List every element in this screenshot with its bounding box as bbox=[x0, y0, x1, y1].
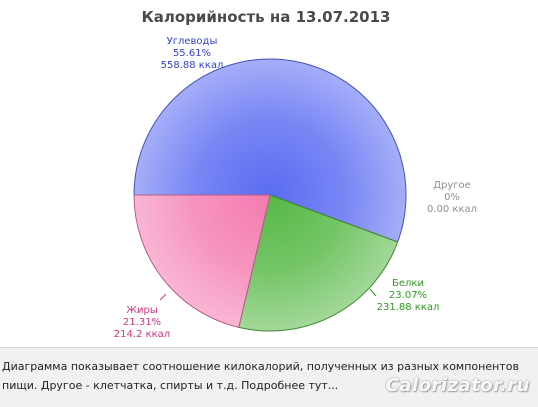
slice-label-other: Другое 0% 0.00 ккал bbox=[427, 180, 477, 215]
pie-slice-fat bbox=[133, 194, 271, 328]
slice-label-carbs: Углеводы 55.61% 558.88 ккал bbox=[161, 36, 224, 71]
slice-label-protein: Белки 23.07% 231.88 ккал bbox=[377, 278, 440, 313]
more-link[interactable]: Подробнее тут... bbox=[241, 379, 339, 392]
chart-title: Калорийность на 13.07.2013 bbox=[142, 8, 391, 26]
pie-slice-protein bbox=[238, 194, 399, 332]
caption-bar: Диаграмма показывает соотношение килокал… bbox=[0, 347, 538, 407]
pie-slice-carbs bbox=[133, 58, 407, 243]
pie-chart: Калорийность на 13.07.2013 Углеводы 55.61… bbox=[114, 8, 477, 340]
caption-text: Диаграмма показывает соотношение килокал… bbox=[2, 360, 519, 392]
site-watermark: Calorizator.ru bbox=[385, 375, 530, 396]
pie-chart-svg: Калорийность на 13.07.2013 Углеводы 55.61… bbox=[114, 8, 477, 340]
label-connector-fat bbox=[159, 293, 167, 301]
slice-label-fat: Жиры 21.31% 214.2 ккал bbox=[114, 305, 170, 340]
chart-caption: Диаграмма показывает соотношение килокал… bbox=[2, 357, 536, 395]
label-connector-protein bbox=[369, 288, 377, 297]
